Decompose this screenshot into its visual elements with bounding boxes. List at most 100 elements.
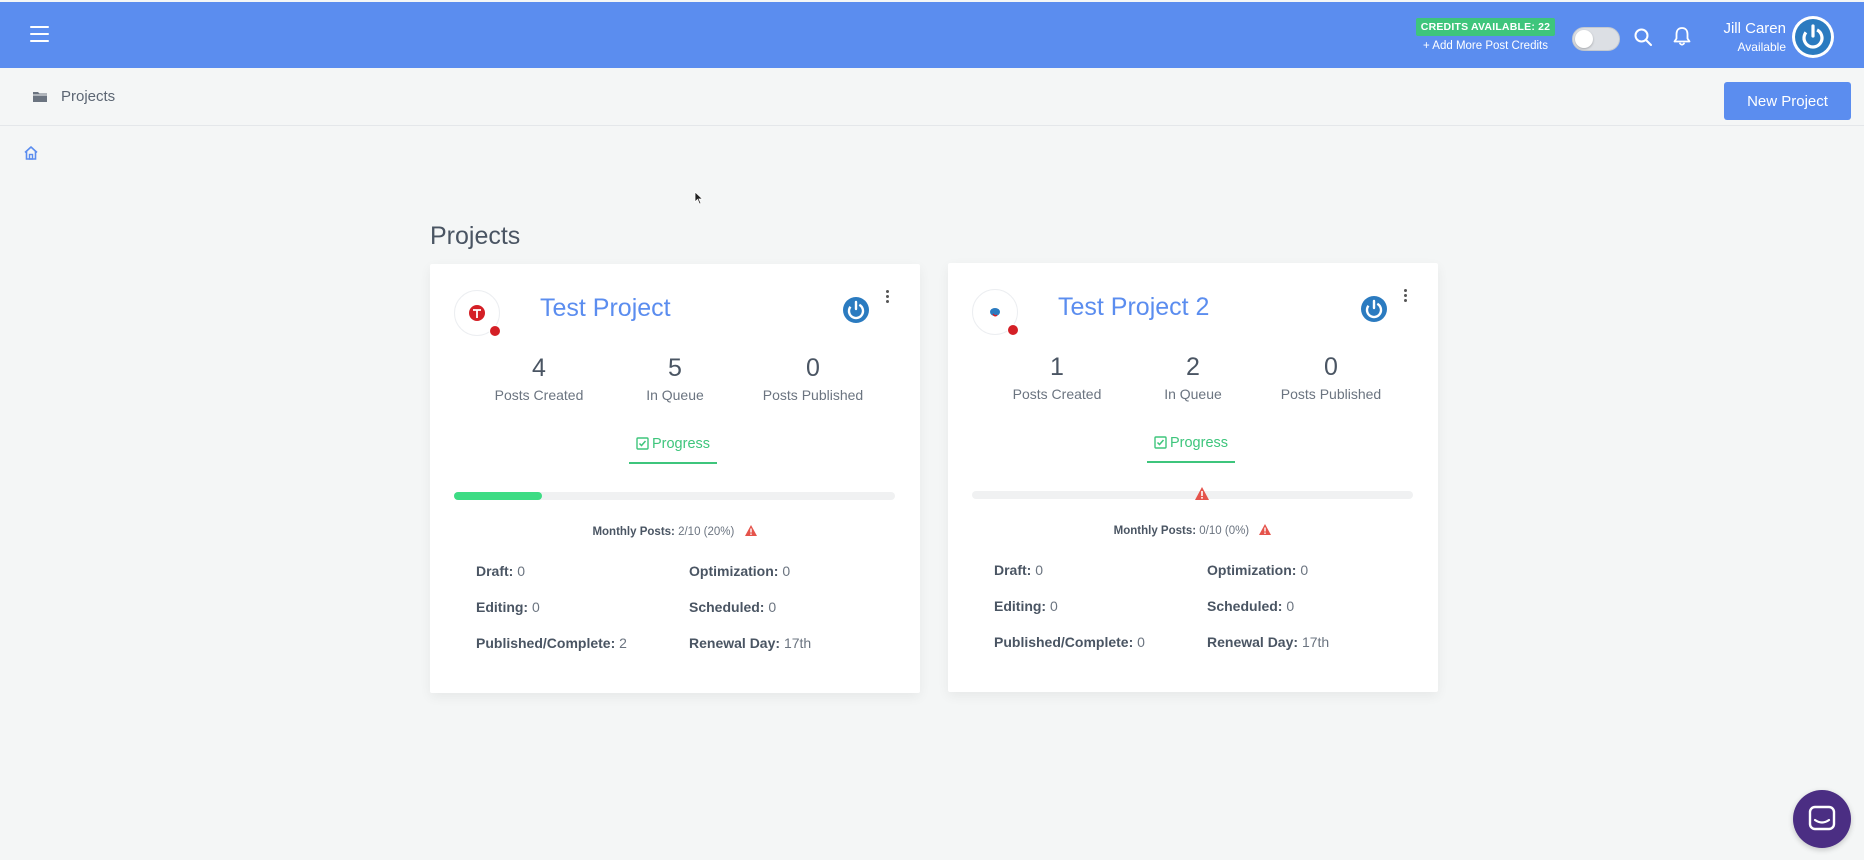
monthly-label: Monthly Posts: <box>1113 525 1197 537</box>
stat-label: Posts Created <box>494 387 584 403</box>
detail-renewal: Renewal Day: 17th <box>689 635 811 651</box>
stat-value: 2 <box>1186 353 1200 381</box>
detail-renewal: Renewal Day: 17th <box>1207 634 1329 650</box>
toggle-knob <box>1575 30 1593 48</box>
mouse-cursor-icon <box>694 191 704 205</box>
detail-label: Draft: <box>994 562 1032 578</box>
credits-area: CREDITS AVAILABLE: 22 + Add More Post Cr… <box>1413 17 1558 52</box>
detail-label: Optimization: <box>689 563 779 579</box>
status-dot <box>489 325 501 337</box>
detail-published: Published/Complete: 0 <box>994 634 1145 650</box>
user-name: Jill Caren <box>1723 20 1786 37</box>
progress-bar <box>972 487 1413 500</box>
tab-progress[interactable]: Progress <box>629 436 717 464</box>
monthly-value: 2/10 (20%) <box>678 526 735 538</box>
more-options-icon[interactable] <box>880 290 894 308</box>
credits-badge: CREDITS AVAILABLE: 22 <box>1415 18 1556 36</box>
detail-optimization: Optimization: 0 <box>1207 562 1308 578</box>
detail-value: 0 <box>1050 598 1058 614</box>
detail-value: 0 <box>1300 562 1309 578</box>
detail-scheduled: Scheduled: 0 <box>689 599 776 615</box>
monthly-posts: Monthly Posts: 2/10 (20%) <box>430 524 920 538</box>
detail-value: 17th <box>783 635 812 651</box>
detail-value: 0 <box>1286 598 1295 614</box>
project-logo <box>972 289 1019 336</box>
stat-in-queue: 2 In Queue <box>1123 353 1263 402</box>
monthly-value: 0/10 (0%) <box>1199 525 1250 537</box>
stat-label: Posts Published <box>762 387 864 403</box>
detail-value: 0 <box>768 599 777 615</box>
detail-label: Renewal Day: <box>689 635 781 651</box>
detail-label: Published/Complete: <box>994 634 1134 650</box>
stat-value: 0 <box>1324 353 1338 381</box>
chat-icon <box>1808 805 1836 831</box>
project-card: Test Project 4 Posts Created 5 In Queue … <box>430 264 920 693</box>
project-logo <box>454 290 501 337</box>
detail-value: 0 <box>517 563 526 579</box>
power-icon[interactable] <box>1360 295 1388 323</box>
stat-in-queue: 5 In Queue <box>605 354 745 403</box>
sub-header: Projects New Project <box>0 68 1864 126</box>
detail-label: Scheduled: <box>689 599 765 615</box>
warning-icon <box>1259 524 1272 535</box>
top-navbar: CREDITS AVAILABLE: 22 + Add More Post Cr… <box>0 2 1864 68</box>
detail-editing: Editing: 0 <box>994 598 1058 614</box>
chat-widget-button[interactable] <box>1793 790 1851 848</box>
tab-label: Progress <box>651 436 711 452</box>
detail-value: 0 <box>1035 562 1044 578</box>
detail-value: 0 <box>1137 634 1145 650</box>
bell-icon[interactable] <box>1673 26 1691 47</box>
checkbox-icon <box>1154 436 1167 449</box>
warning-icon <box>744 525 757 536</box>
detail-label: Optimization: <box>1207 562 1297 578</box>
detail-draft: Draft: 0 <box>994 562 1043 578</box>
tab-progress[interactable]: Progress <box>1147 435 1235 463</box>
power-icon[interactable] <box>842 296 870 324</box>
add-credits-link[interactable]: + Add More Post Credits <box>1423 40 1548 52</box>
stat-posts-published: 0 Posts Published <box>743 354 883 403</box>
progress-fill <box>454 492 543 500</box>
monthly-label: Monthly Posts: <box>592 526 675 538</box>
detail-value: 0 <box>532 599 540 615</box>
section-title: Projects <box>61 88 116 105</box>
home-icon[interactable] <box>23 145 39 161</box>
hamburger-menu-icon[interactable] <box>30 26 49 42</box>
user-avatar[interactable] <box>1792 16 1834 58</box>
stat-label: Posts Created <box>1012 386 1102 402</box>
detail-value: 0 <box>782 563 791 579</box>
tab-label: Progress <box>1169 435 1229 451</box>
theme-toggle[interactable] <box>1572 27 1620 51</box>
detail-draft: Draft: 0 <box>476 563 525 579</box>
stat-value: 1 <box>1050 353 1064 381</box>
stat-value: 5 <box>668 354 682 382</box>
user-status: Available <box>1737 40 1786 54</box>
stat-label: In Queue <box>646 387 704 403</box>
brain-logo-icon <box>990 308 1000 317</box>
project-title[interactable]: Test Project <box>540 294 671 322</box>
stat-value: 0 <box>806 354 820 382</box>
detail-optimization: Optimization: 0 <box>689 563 790 579</box>
project-stats: 4 Posts Created 5 In Queue 0 Posts Publi… <box>430 354 920 408</box>
stat-label: In Queue <box>1164 386 1222 402</box>
detail-value: 2 <box>619 635 627 651</box>
tesla-logo-icon <box>469 305 485 321</box>
detail-label: Published/Complete: <box>476 635 616 651</box>
more-options-icon[interactable] <box>1398 289 1412 307</box>
detail-scheduled: Scheduled: 0 <box>1207 598 1294 614</box>
warning-icon <box>1195 487 1209 500</box>
project-title[interactable]: Test Project 2 <box>1058 293 1210 321</box>
project-card: Test Project 2 1 Posts Created 2 In Queu… <box>948 263 1438 692</box>
page-title: Projects <box>430 222 521 250</box>
user-info[interactable]: Jill Caren Available <box>1700 20 1786 54</box>
new-project-button[interactable]: New Project <box>1724 82 1851 120</box>
stat-posts-published: 0 Posts Published <box>1261 353 1401 402</box>
stat-value: 4 <box>532 354 546 382</box>
detail-label: Editing: <box>476 599 529 615</box>
search-icon[interactable] <box>1633 27 1653 47</box>
detail-value: 17th <box>1301 634 1330 650</box>
project-stats: 1 Posts Created 2 In Queue 0 Posts Publi… <box>948 353 1438 407</box>
detail-label: Renewal Day: <box>1207 634 1299 650</box>
stat-posts-created: 1 Posts Created <box>987 353 1127 402</box>
power-logo-icon <box>1795 19 1831 55</box>
stat-label: Posts Published <box>1280 386 1382 402</box>
